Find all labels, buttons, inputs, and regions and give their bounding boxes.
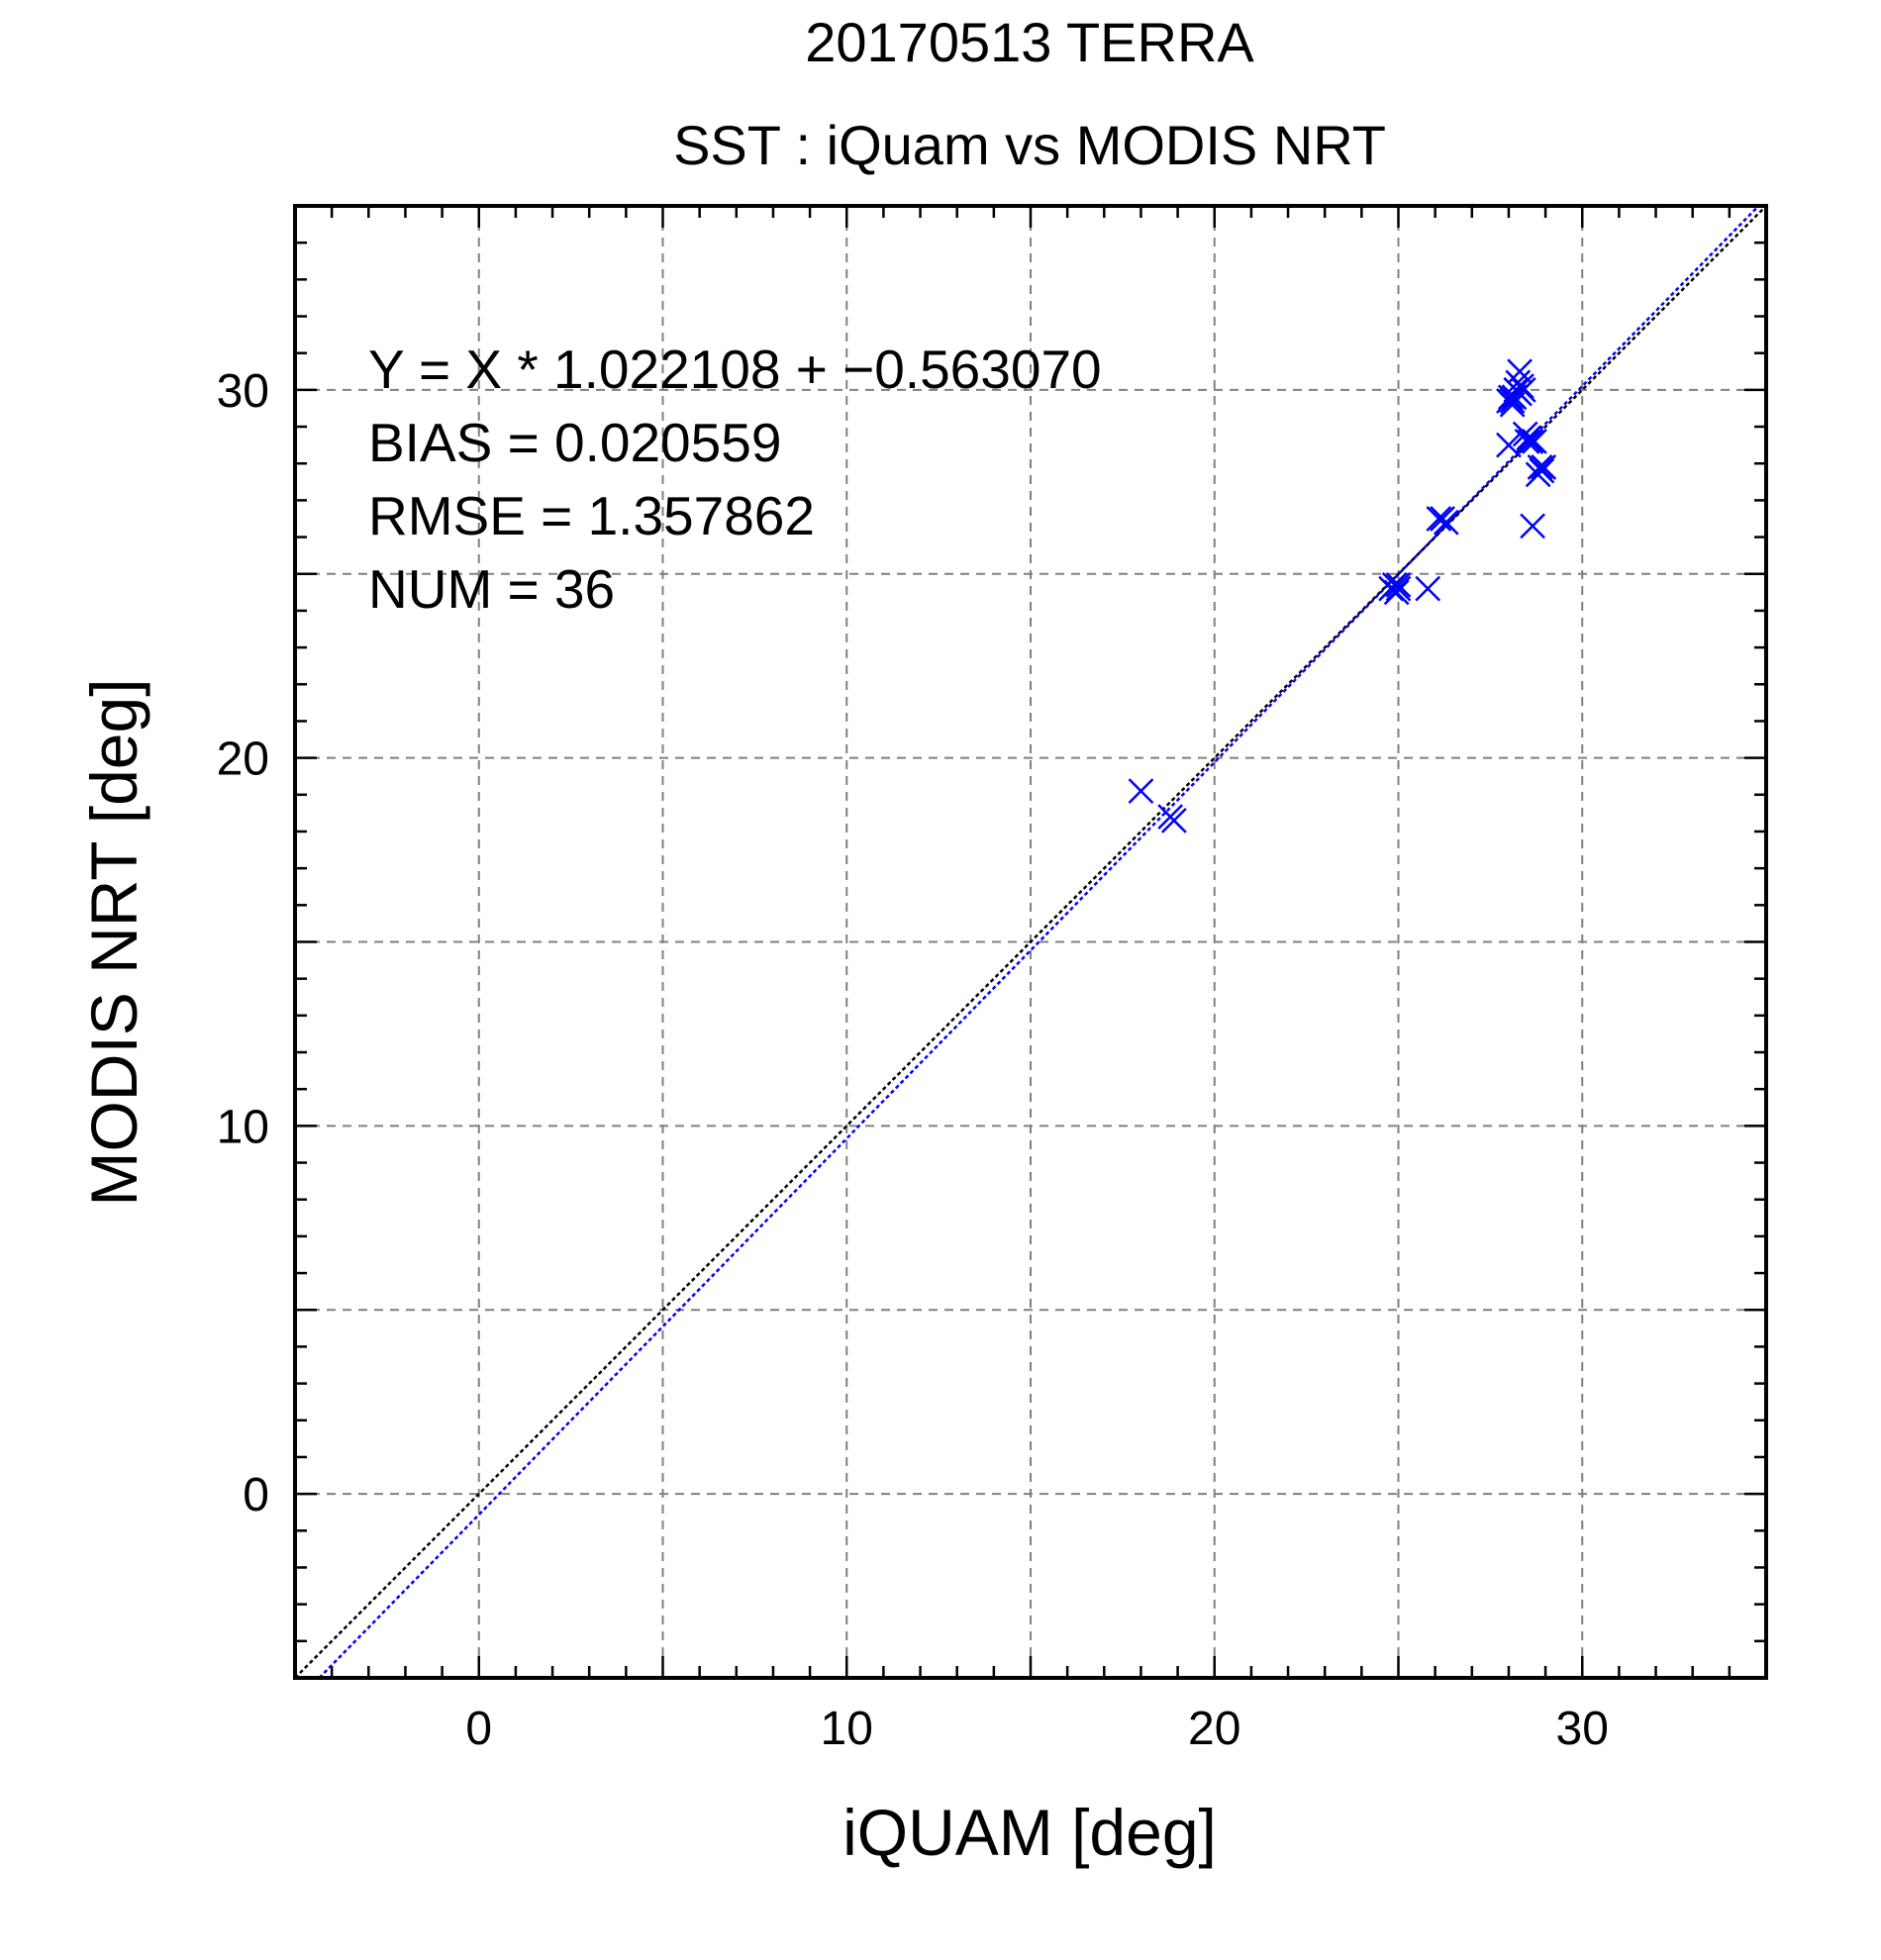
data-point [1161, 807, 1187, 833]
tick-labels: 0 10 20 30 0 10 20 30 [217, 365, 1609, 1755]
data-point [1503, 376, 1530, 403]
data-point [1531, 454, 1557, 480]
data-point [1509, 373, 1534, 400]
chart-title: 20170513 TERRA [805, 11, 1254, 73]
data-points [1128, 358, 1557, 833]
y-tick-label: 10 [217, 1101, 269, 1153]
data-point [1499, 391, 1526, 418]
data-point [1385, 572, 1412, 598]
x-tick-label: 20 [1188, 1703, 1240, 1755]
data-point [1383, 579, 1410, 606]
data-point [1426, 506, 1452, 532]
x-tick-label: 0 [465, 1703, 492, 1755]
data-point [1516, 425, 1542, 451]
stat-num: NUM = 36 [368, 558, 615, 620]
plot-frame [293, 204, 1768, 1680]
stats-box: Y = X * 1.022108 + −0.563070 BIAS = 0.02… [368, 339, 1102, 620]
x-axis-label: iQUAM [deg] [842, 1796, 1217, 1869]
stat-bias: BIAS = 0.020559 [368, 412, 781, 473]
chart-subtitle: SST : iQuam vs MODIS NRT [673, 114, 1386, 176]
y-tick-label: 0 [243, 1469, 269, 1521]
data-point [1527, 454, 1553, 480]
stat-regression: Y = X * 1.022108 + −0.563070 [368, 339, 1102, 400]
data-point [1496, 432, 1522, 458]
fit-line [318, 205, 1760, 1679]
data-point [1522, 429, 1547, 454]
x-tick-label: 30 [1556, 1703, 1609, 1755]
x-tick-label: 10 [821, 1703, 873, 1755]
data-point [1529, 457, 1555, 484]
data-point [1430, 506, 1455, 532]
data-point [1385, 575, 1412, 602]
y-axis-label: MODIS NRT [deg] [77, 678, 150, 1206]
stat-rmse: RMSE = 1.357862 [368, 485, 815, 546]
data-point [1520, 513, 1545, 539]
y-tick-label: 20 [217, 734, 269, 786]
data-point [1518, 429, 1544, 454]
data-point [1128, 778, 1154, 804]
data-point [1415, 575, 1441, 602]
y-tick-label: 30 [217, 365, 269, 418]
